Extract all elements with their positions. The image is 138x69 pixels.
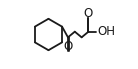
Text: OH: OH [97,25,115,38]
Text: O: O [63,40,73,53]
Text: O: O [84,7,93,20]
